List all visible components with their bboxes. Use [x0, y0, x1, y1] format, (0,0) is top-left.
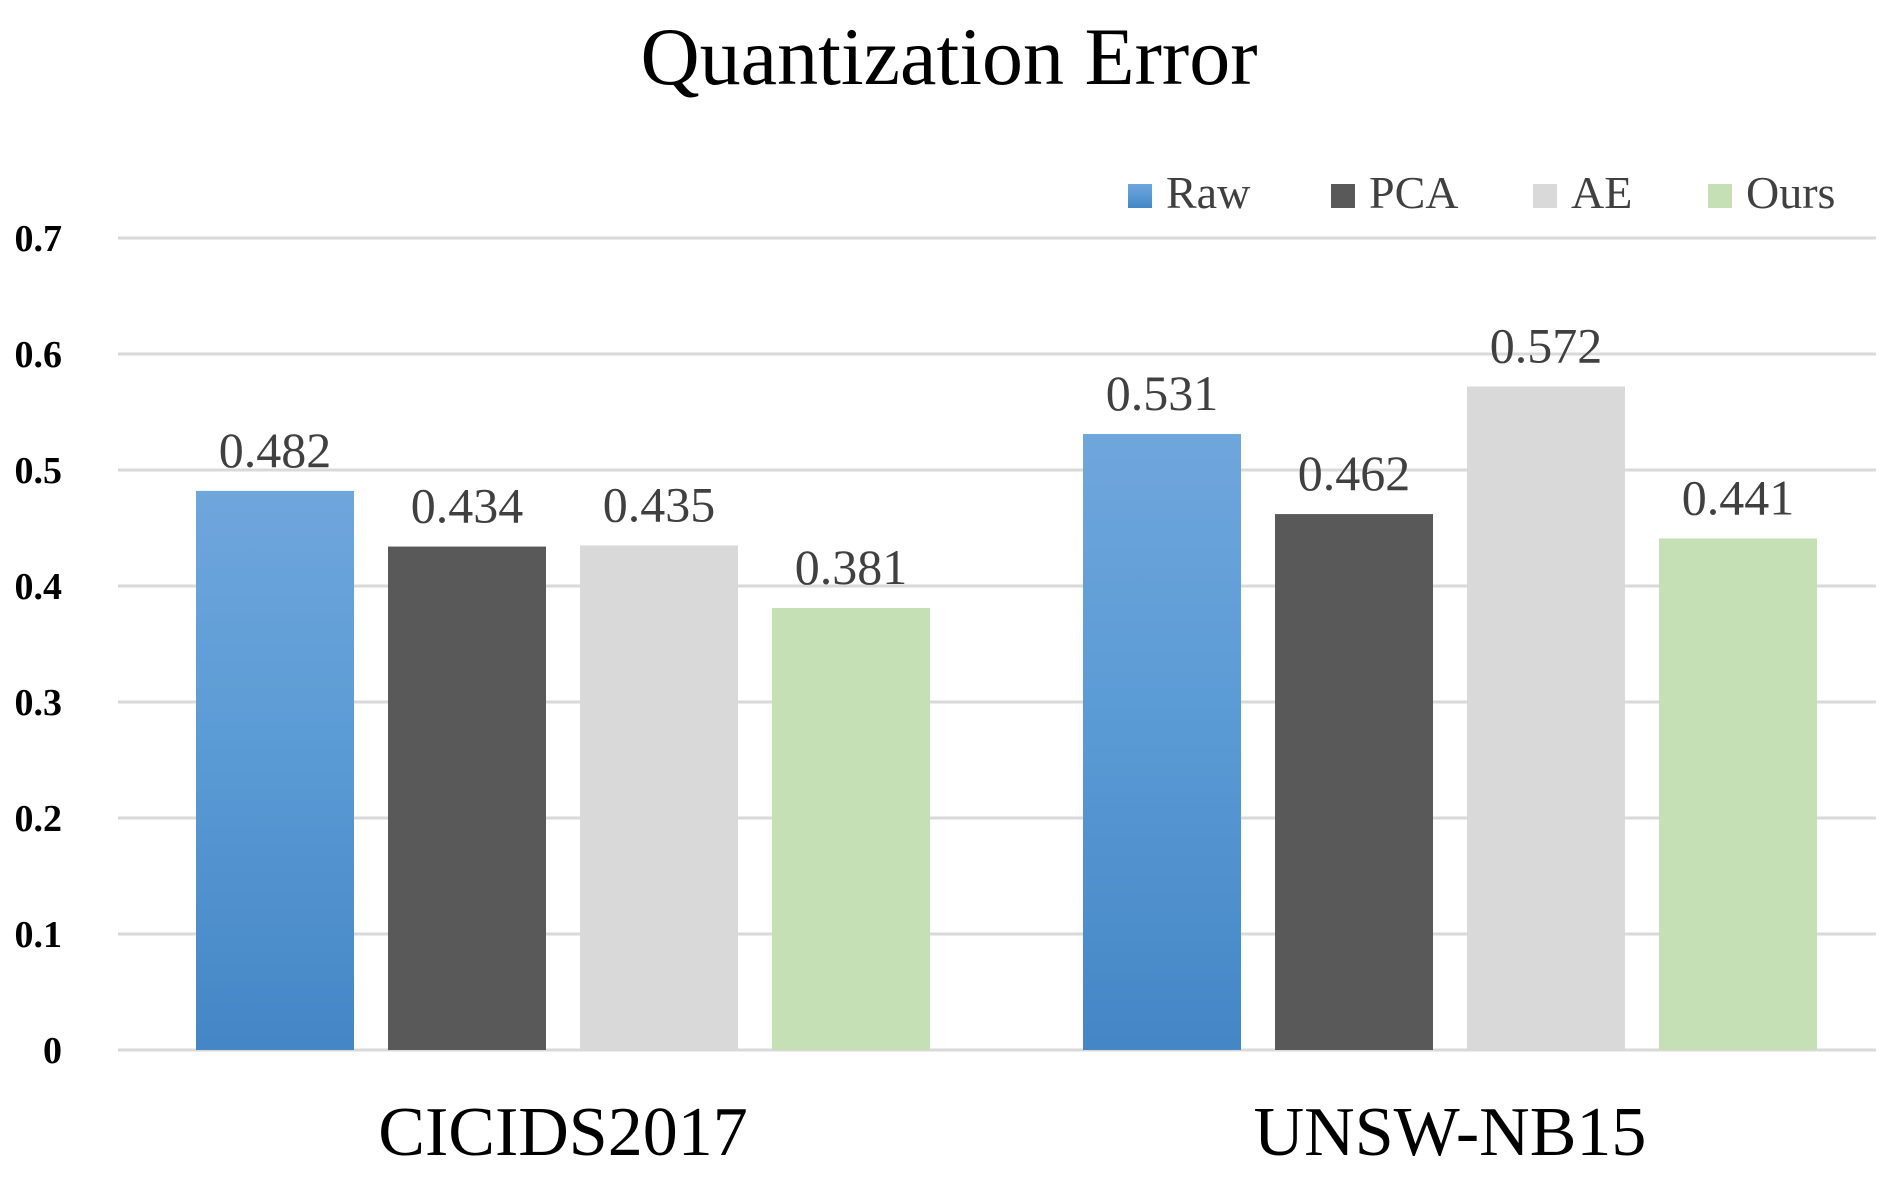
bar-ours-unsw-nb15 — [1659, 538, 1817, 1050]
bar-raw-cicids2017 — [196, 490, 354, 1050]
y-tick-label: 0.6 — [15, 334, 63, 376]
data-labels: 0.482 0.531 0.434 0.462 0.435 0.572 0.381 0.441 — [219, 317, 1795, 595]
y-axis-tick-labels: 0 0.1 0.2 0.3 0.4 0.5 0.6 0.7 — [15, 218, 63, 1072]
data-label: 0.441 — [1682, 469, 1795, 525]
x-axis-category-labels: CICIDS2017 UNSW-NB15 — [378, 1094, 1646, 1171]
data-label: 0.435 — [603, 476, 716, 532]
bar-ae-unsw-nb15 — [1467, 386, 1625, 1051]
y-tick-label: 0.1 — [15, 914, 63, 956]
legend-item-ours: Ours — [1708, 167, 1835, 218]
legend-item-ae: AE — [1533, 167, 1632, 218]
data-label: 0.434 — [411, 478, 524, 534]
y-tick-label: 0.7 — [15, 218, 63, 260]
legend-item-pca: PCA — [1331, 167, 1458, 218]
y-tick-label: 0 — [43, 1030, 62, 1072]
data-label: 0.572 — [1490, 317, 1603, 373]
data-label: 0.482 — [219, 422, 332, 478]
bar-ours-cicids2017 — [772, 608, 930, 1050]
y-tick-label: 0.5 — [15, 450, 63, 492]
legend: Raw PCA AE Ours — [1128, 167, 1835, 218]
legend-swatch — [1331, 184, 1355, 208]
bar-pca-cicids2017 — [388, 546, 546, 1050]
y-tick-label: 0.4 — [15, 566, 63, 608]
x-category-label: UNSW-NB15 — [1254, 1094, 1647, 1171]
data-label: 0.531 — [1106, 365, 1219, 421]
x-category-label: CICIDS2017 — [378, 1094, 747, 1171]
y-tick-label: 0.2 — [15, 798, 63, 840]
legend-label: AE — [1571, 167, 1632, 218]
bar-ae-cicids2017 — [580, 545, 738, 1050]
bars — [196, 386, 1817, 1051]
legend-label: Raw — [1166, 167, 1251, 218]
y-tick-label: 0.3 — [15, 682, 63, 724]
legend-swatch — [1533, 184, 1557, 208]
bar-raw-unsw-nb15 — [1083, 434, 1241, 1050]
legend-swatch — [1708, 184, 1732, 208]
chart-title: Quantization Error — [640, 11, 1257, 102]
data-label: 0.381 — [795, 539, 908, 595]
legend-label: Ours — [1746, 167, 1835, 218]
legend-swatch — [1128, 184, 1152, 208]
legend-label: PCA — [1369, 167, 1458, 218]
data-label: 0.462 — [1298, 445, 1411, 501]
legend-item-raw: Raw — [1128, 167, 1251, 218]
bar-pca-unsw-nb15 — [1275, 514, 1433, 1050]
